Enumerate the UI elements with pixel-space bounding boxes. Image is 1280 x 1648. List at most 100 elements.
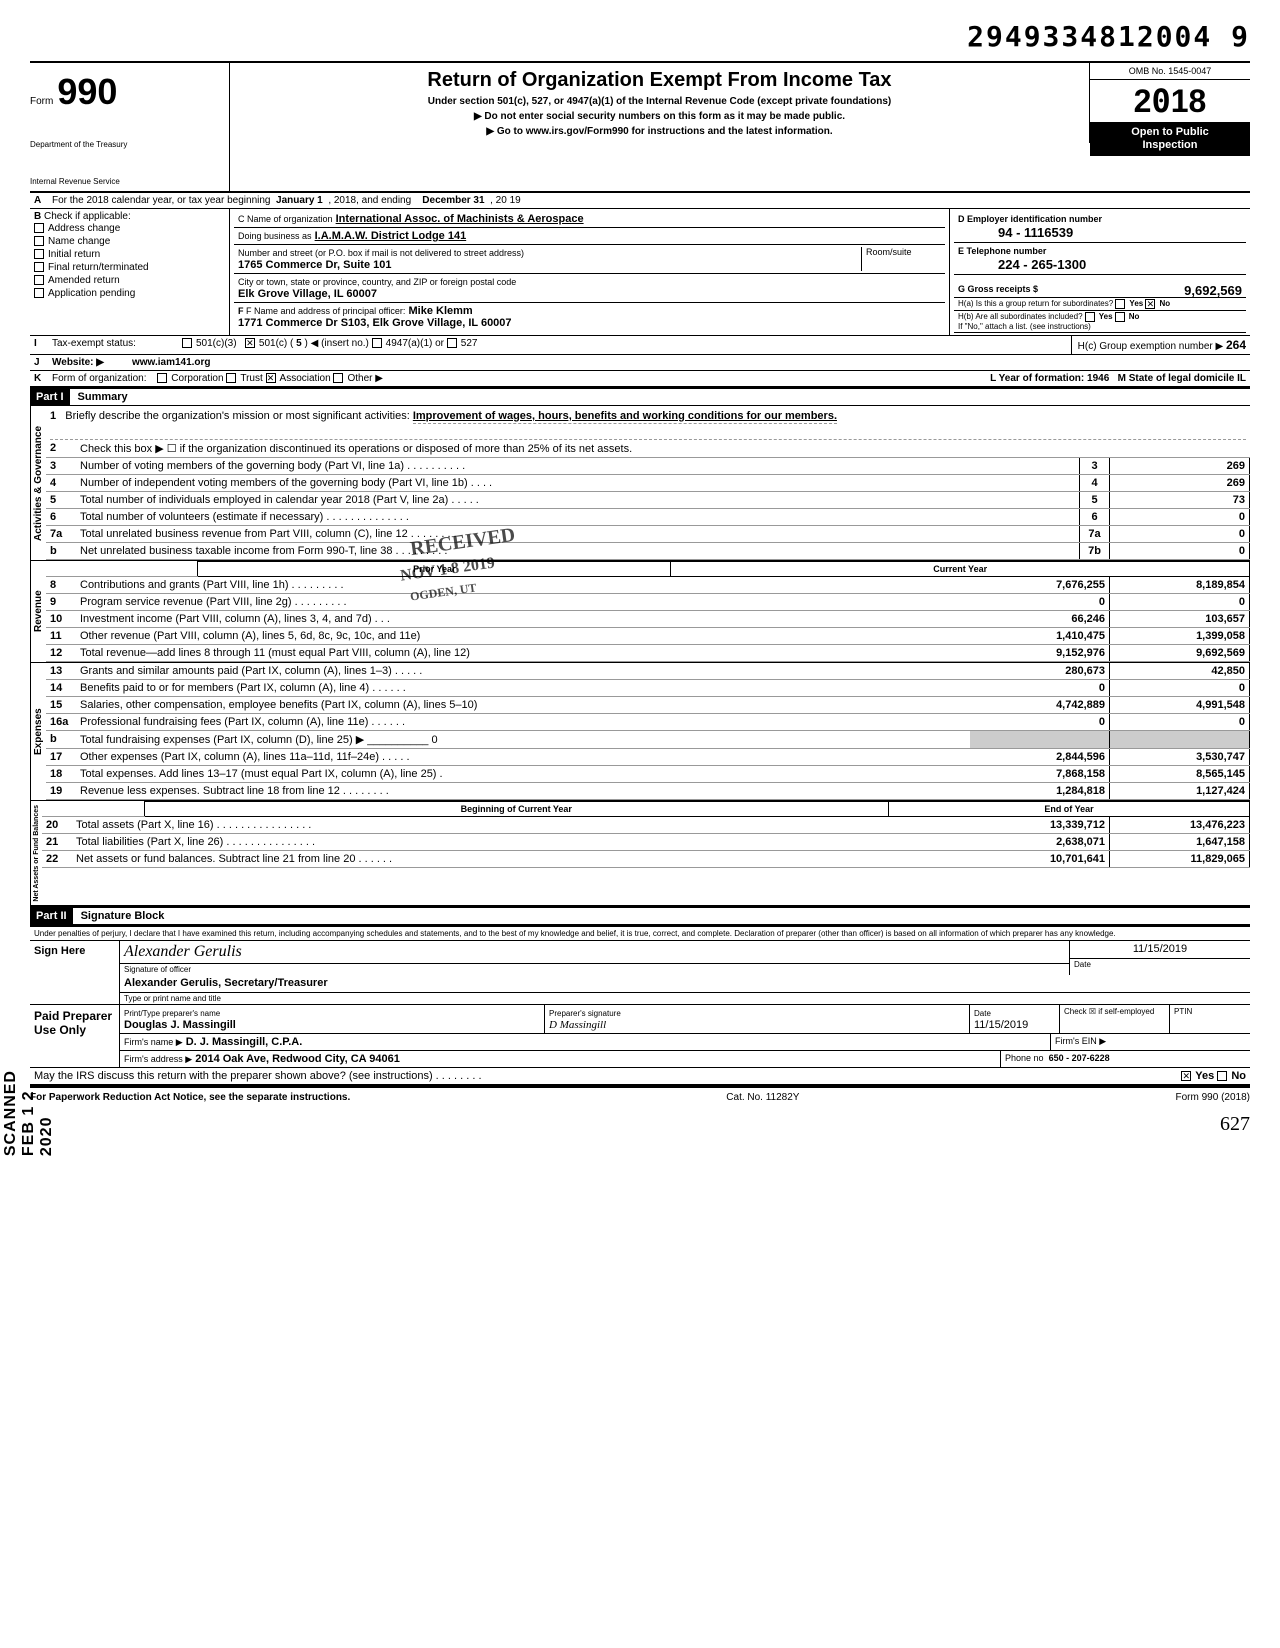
opt-527: 527: [461, 338, 478, 349]
open-public-2: Inspection: [1142, 139, 1197, 151]
mission-text: Improvement of wages, hours, benefits an…: [413, 409, 837, 424]
discuss-yes: Yes: [1195, 1070, 1214, 1082]
org-name: International Assoc. of Machinists & Aer…: [336, 213, 584, 225]
ptin-label: PTIN: [1170, 1005, 1250, 1033]
ha-yes-box[interactable]: [1115, 299, 1125, 309]
officer-name: Mike Klemm: [409, 305, 473, 317]
tab-revenue: Revenue: [30, 561, 46, 662]
check-addr-change: Address change: [48, 223, 120, 234]
table-row: bTotal fundraising expenses (Part IX, co…: [46, 730, 1250, 748]
table-row: 14Benefits paid to or for members (Part …: [46, 679, 1250, 696]
document-id: 2949334812004 9: [30, 20, 1250, 53]
table-row: 6Total number of volunteers (estimate if…: [46, 508, 1250, 525]
chk-501c3[interactable]: [182, 338, 192, 348]
sig-date-label: Date: [1070, 959, 1250, 970]
table-row: 19Revenue less expenses. Subtract line 1…: [46, 782, 1250, 799]
prep-sig-label: Preparer's signature: [549, 1009, 621, 1018]
period-end: December 31: [422, 195, 484, 206]
table-row: 7aTotal unrelated business revenue from …: [46, 525, 1250, 542]
tab-netassets: Net Assets or Fund Balances: [30, 801, 42, 906]
omb-number: OMB No. 1545-0047: [1090, 63, 1250, 80]
checkbox-final[interactable]: [34, 262, 44, 272]
checkbox-name-change[interactable]: [34, 236, 44, 246]
chk-527[interactable]: [447, 338, 457, 348]
gross-value: 9,692,569: [1184, 283, 1242, 298]
self-employed-check: Check ☒ if self-employed: [1060, 1005, 1170, 1033]
phone-value: 224 - 265-1300: [958, 257, 1086, 272]
table-row: 11Other revenue (Part VIII, column (A), …: [46, 627, 1250, 644]
ein-value: 94 - 1116539: [958, 225, 1073, 240]
firm-addr-label: Firm's address ▶: [124, 1054, 192, 1064]
table-row: 2Check this box ▶ ☐ if the organization …: [46, 440, 1250, 458]
line-a: A For the 2018 calendar year, or tax yea…: [30, 193, 1250, 209]
hb-no-box[interactable]: [1115, 312, 1125, 322]
prep-name: Douglas J. Massingill: [124, 1019, 236, 1031]
website-label: Website: ▶: [48, 355, 128, 370]
table-row: 18Total expenses. Add lines 13–17 (must …: [46, 765, 1250, 782]
officer-printed-name: Alexander Gerulis, Secretary/Treasurer: [124, 977, 328, 989]
check-pending: Application pending: [48, 288, 135, 299]
l-label: L Year of formation:: [990, 373, 1084, 384]
footer-left: For Paperwork Reduction Act Notice, see …: [30, 1092, 350, 1103]
table-row: 5Total number of individuals employed in…: [46, 491, 1250, 508]
addr-label: Number and street (or P.O. box if mail i…: [238, 248, 524, 258]
checkbox-pending[interactable]: [34, 288, 44, 298]
firm-addr: 2014 Oak Ave, Redwood City, CA 94061: [195, 1053, 400, 1065]
phone-label: E Telephone number: [958, 246, 1046, 256]
check-name-change: Name change: [48, 236, 110, 247]
hb-label: H(b) Are all subordinates included?: [958, 312, 1083, 321]
sign-here-label: Sign Here: [30, 941, 120, 1004]
firm-phone: 650 - 207-6228: [1049, 1053, 1110, 1063]
ha-no-box[interactable]: ✕: [1145, 299, 1155, 309]
table-row: 20Total assets (Part X, line 16) . . . .…: [42, 817, 1250, 834]
chk-assoc[interactable]: ✕: [266, 373, 276, 383]
check-final: Final return/terminated: [48, 262, 149, 273]
table-row: 17Other expenses (Part IX, column (A), l…: [46, 748, 1250, 765]
chk-other[interactable]: [333, 373, 343, 383]
table-row: 21Total liabilities (Part X, line 26) . …: [42, 833, 1250, 850]
line-a-text: For the 2018 calendar year, or tax year …: [52, 195, 270, 206]
chk-4947[interactable]: [372, 338, 382, 348]
m-label: M State of legal domicile: [1118, 373, 1235, 384]
chk-trust[interactable]: [226, 373, 236, 383]
discuss-yes-box[interactable]: ✕: [1181, 1071, 1191, 1081]
prep-date-value: 11/15/2019: [974, 1019, 1028, 1031]
hdr-beginning: Beginning of Current Year: [144, 801, 888, 816]
org-info-block: B Check if applicable: Address change Na…: [30, 209, 1250, 336]
chk-corp[interactable]: [157, 373, 167, 383]
hdr-prior: Prior Year: [198, 561, 671, 576]
form-label: Form: [30, 96, 53, 107]
city-label: City or town, state or province, country…: [238, 277, 516, 287]
table-row: 16aProfessional fundraising fees (Part I…: [46, 713, 1250, 730]
ein-label: D Employer identification number: [958, 214, 1102, 224]
chk-501c[interactable]: ✕: [245, 338, 255, 348]
form-number: 990: [57, 71, 117, 113]
firm-name: D. J. Massingill, C.P.A.: [186, 1036, 303, 1048]
form-org-label: Form of organization:: [48, 371, 151, 386]
table-row: 8Contributions and grants (Part VIII, li…: [46, 577, 1250, 594]
discuss-text: May the IRS discuss this return with the…: [34, 1070, 482, 1082]
m-value: IL: [1237, 373, 1246, 384]
hdr-endyear: End of Year: [888, 801, 1249, 816]
sig-date-value: 11/15/2019: [1070, 941, 1250, 959]
org-c-label: C Name of organization: [238, 214, 333, 224]
part2-title: Signature Block: [73, 910, 165, 922]
opt-501c: 501(c) (: [259, 338, 293, 349]
hc-value: 264: [1226, 338, 1246, 352]
checkbox-addr-change[interactable]: [34, 223, 44, 233]
dept-treasury: Department of the Treasury: [30, 141, 219, 150]
opt-corp: Corporation: [171, 373, 223, 384]
page-number: 627: [30, 1113, 1250, 1136]
hb-yes-box[interactable]: [1085, 312, 1095, 322]
ha-no: No: [1159, 299, 1170, 308]
discuss-no: No: [1231, 1070, 1246, 1082]
discuss-no-box[interactable]: [1217, 1071, 1227, 1081]
checkbox-amended[interactable]: [34, 275, 44, 285]
instr-url: ▶ Go to www.irs.gov/Form990 for instruct…: [238, 126, 1081, 137]
table-row: 12Total revenue—add lines 8 through 11 (…: [46, 644, 1250, 661]
open-public-1: Open to Public: [1131, 126, 1209, 138]
check-applicable-label: Check if applicable:: [44, 211, 131, 222]
checkbox-initial[interactable]: [34, 249, 44, 259]
mission-q: Briefly describe the organization's miss…: [65, 410, 409, 422]
hc-label: H(c) Group exemption number ▶: [1078, 341, 1224, 352]
